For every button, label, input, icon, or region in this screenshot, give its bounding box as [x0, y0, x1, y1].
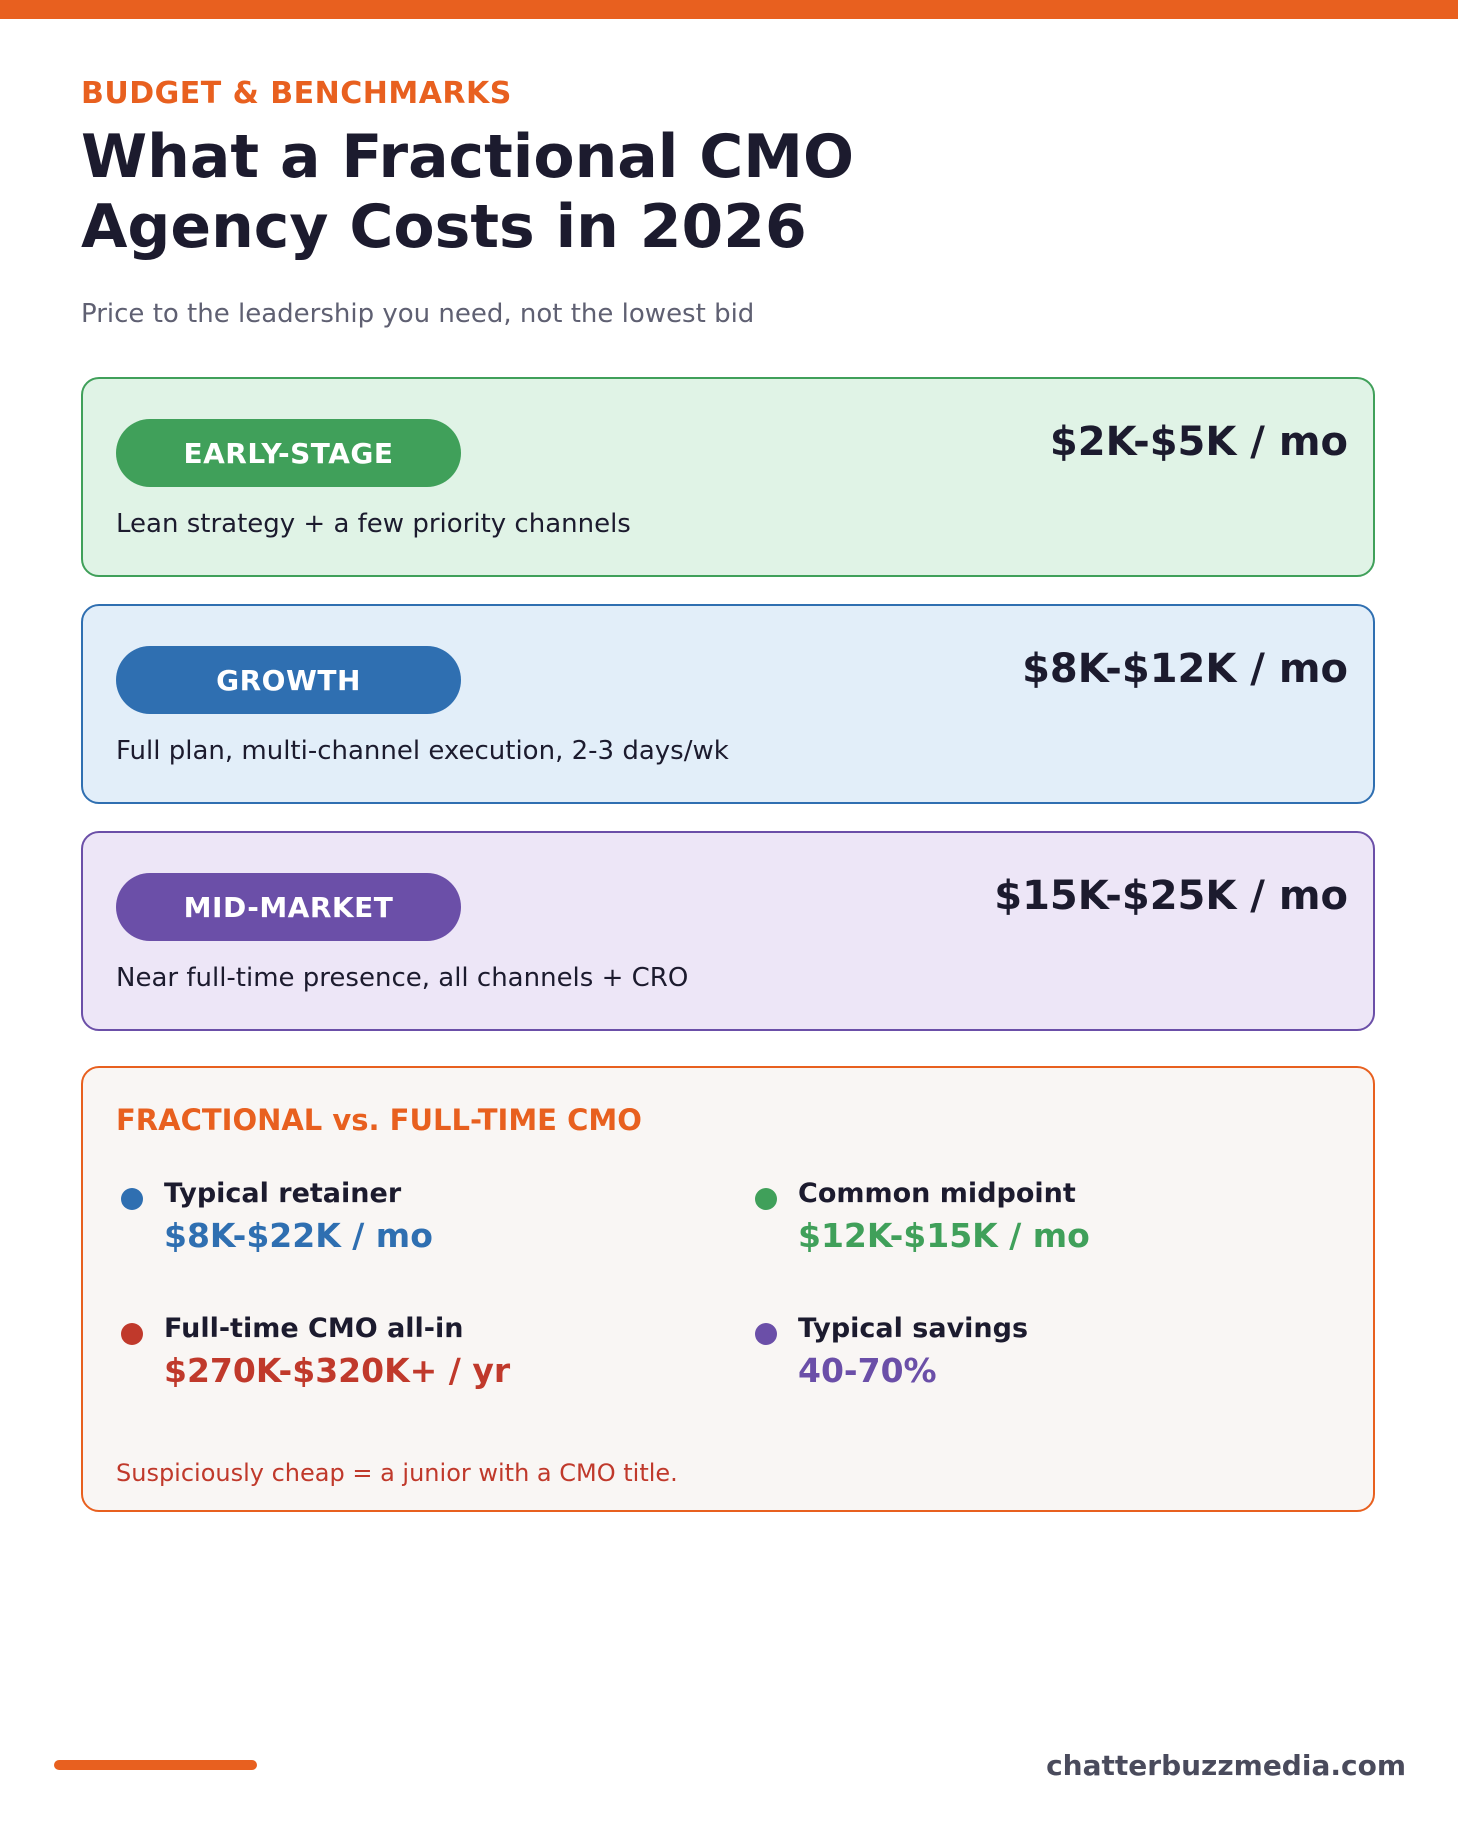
footer-domain-link[interactable]: chatterbuzzmedia.com: [1046, 1749, 1406, 1782]
tier-description-mid-market: Near full-time presence, all channels + …: [116, 963, 689, 993]
tier-badge-mid-market: MID-MARKET: [116, 873, 461, 941]
footer-accent-line: [54, 1760, 257, 1770]
stat-value: $8K-$22K / mo: [164, 1216, 433, 1255]
stat-label: Common midpoint: [798, 1178, 1076, 1209]
stat-typical-savings: Typical savings 40-70%: [750, 1309, 1310, 1409]
bullet-dot-icon: [755, 1323, 777, 1345]
stat-common-midpoint: Common midpoint $12K-$15K / mo: [750, 1174, 1310, 1274]
title-line-1: What a Fractional CMO: [81, 122, 854, 192]
stat-full-time-cmo: Full-time CMO all-in $270K-$320K+ / yr: [116, 1309, 676, 1409]
stat-typical-retainer: Typical retainer $8K-$22K / mo: [116, 1174, 676, 1274]
bullet-dot-icon: [121, 1323, 143, 1345]
stat-value: $12K-$15K / mo: [798, 1216, 1090, 1255]
bullet-dot-icon: [755, 1188, 777, 1210]
comparison-footnote: Suspiciously cheap = a junior with a CMO…: [116, 1459, 678, 1487]
tier-price-mid-market: $15K-$25K / mo: [994, 873, 1348, 919]
stat-value: $270K-$320K+ / yr: [164, 1351, 511, 1390]
tier-card-mid-market: MID-MARKET $15K-$25K / mo Near full-time…: [81, 831, 1375, 1031]
comparison-title: FRACTIONAL vs. FULL-TIME CMO: [116, 1103, 642, 1137]
tier-price-early-stage: $2K-$5K / mo: [1049, 419, 1348, 465]
stat-label: Typical savings: [798, 1313, 1029, 1344]
bullet-dot-icon: [121, 1188, 143, 1210]
stat-label: Typical retainer: [164, 1178, 402, 1209]
page-title: What a Fractional CMO Agency Costs in 20…: [81, 122, 1181, 262]
stat-label: Full-time CMO all-in: [164, 1313, 464, 1344]
tier-description-growth: Full plan, multi-channel execution, 2-3 …: [116, 736, 729, 766]
tier-card-early-stage: EARLY-STAGE $2K-$5K / mo Lean strategy +…: [81, 377, 1375, 577]
comparison-card: FRACTIONAL vs. FULL-TIME CMO Typical ret…: [81, 1066, 1375, 1512]
page-subtitle: Price to the leadership you need, not th…: [81, 299, 755, 329]
top-accent-bar: [0, 0, 1458, 19]
eyebrow-label: BUDGET & BENCHMARKS: [81, 76, 512, 111]
tier-card-growth: GROWTH $8K-$12K / mo Full plan, multi-ch…: [81, 604, 1375, 804]
stat-value: 40-70%: [798, 1351, 937, 1390]
tier-description-early-stage: Lean strategy + a few priority channels: [116, 509, 631, 539]
tier-price-growth: $8K-$12K / mo: [1022, 646, 1348, 692]
title-line-2: Agency Costs in 2026: [81, 192, 807, 262]
tier-badge-early-stage: EARLY-STAGE: [116, 419, 461, 487]
tier-badge-growth: GROWTH: [116, 646, 461, 714]
